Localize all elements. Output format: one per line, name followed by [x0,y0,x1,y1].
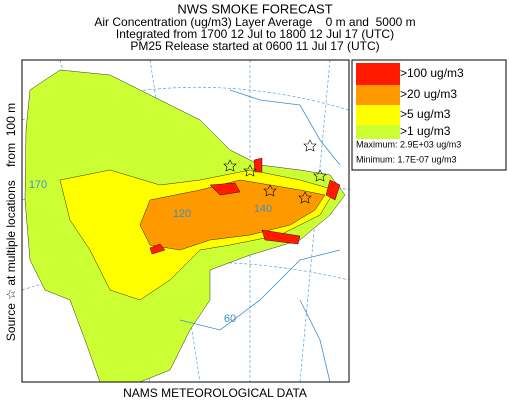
side-label: Source ☆ at multiple locations from 100 … [4,103,18,341]
coastline [179,89,341,382]
maximum: Maximum: 2.9E+03 ug/m3 [356,139,461,149]
map: 170 140 120 60 [21,59,350,383]
legend-label: >5 ug/m3 [400,107,451,121]
contour-100 [149,157,341,255]
footer: NAMS METEOROLOGICAL DATA [123,386,307,400]
subtitle: PM25 Release started at 0600 11 Jul 17 (… [130,39,379,53]
legend-swatch [356,125,400,139]
map-frame [21,59,350,383]
legend-label: >20 ug/m3 [400,87,457,101]
source-stars [223,139,327,204]
grid-label: 170 [29,179,47,191]
legend-label: >1 ug/m3 [400,124,451,138]
legend-label: >100 ug/m3 [400,66,464,80]
grid-label: 120 [173,208,191,220]
legend: Maximum: 2.9E+03 ug/m3 Minimum: 1.7E-07 … [351,59,507,171]
legend-swatch [356,85,400,105]
minimum: Minimum: 1.7E-07 ug/m3 [356,154,457,164]
grid-label: 60 [224,313,236,325]
subtitle: Integrated from 1700 12 Jul to 1800 12 J… [116,27,394,41]
legend-box [351,59,507,171]
grid-label: 140 [254,203,272,215]
legend-swatch [356,105,400,125]
title: NWS SMOKE FORECAST [177,1,332,16]
legend-swatch [356,63,400,85]
subtitle: Air Concentration (ug/m3) Layer Average … [94,15,415,29]
